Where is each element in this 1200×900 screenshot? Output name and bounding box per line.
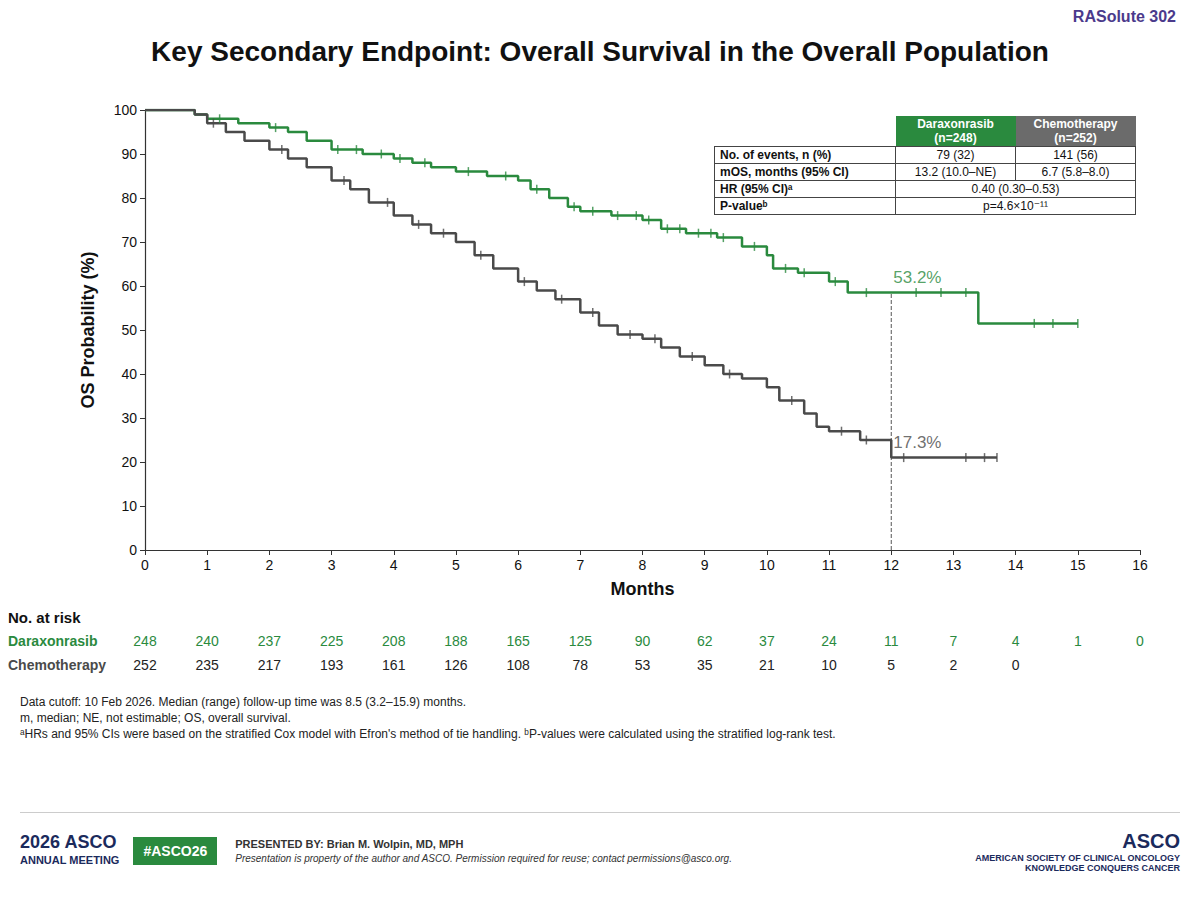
svg-text:16: 16 (1132, 557, 1148, 573)
svg-text:21: 21 (759, 657, 775, 673)
html-text:KNOWLEDGE CONQUERS CANCER: KNOWLEDGE CONQUERS CANCER (1025, 862, 1180, 873)
svg-text:0: 0 (141, 557, 149, 573)
svg-text:53.2%: 53.2% (893, 268, 941, 287)
svg-text:35: 35 (697, 657, 713, 673)
svg-text:225: 225 (320, 633, 344, 649)
svg-text:78: 78 (573, 657, 589, 673)
svg-text:7: 7 (576, 557, 584, 573)
html-text:P-valueᵇ: P-valueᵇ (720, 199, 768, 213)
svg-text:248: 248 (133, 633, 157, 649)
svg-text:60: 60 (121, 278, 137, 294)
html-text:2026 ASCO: 2026 ASCO (20, 832, 117, 852)
svg-text:50: 50 (121, 322, 137, 338)
svg-text:188: 188 (444, 633, 468, 649)
svg-text:70: 70 (121, 234, 137, 250)
svg-text:252: 252 (133, 657, 157, 673)
svg-text:1: 1 (1074, 633, 1082, 649)
svg-text:90: 90 (121, 146, 137, 162)
svg-text:237: 237 (258, 633, 282, 649)
svg-text:0: 0 (1136, 633, 1144, 649)
html-text:ANNUAL MEETING: ANNUAL MEETING (20, 854, 120, 866)
svg-text:53: 53 (635, 657, 651, 673)
svg-text:235: 235 (196, 657, 220, 673)
svg-text:15: 15 (1070, 557, 1086, 573)
svg-text:11: 11 (822, 557, 837, 573)
svg-text:0: 0 (129, 542, 137, 558)
svg-text:17.3%: 17.3% (893, 433, 941, 452)
html-text:m, median; NE, not estimable;: m, median; NE, not estimable; OS, overal… (20, 711, 291, 725)
svg-text:6: 6 (514, 557, 522, 573)
svg-text:125: 125 (569, 633, 593, 649)
svg-text:1: 1 (203, 557, 211, 573)
svg-text:208: 208 (382, 633, 406, 649)
svg-text:13: 13 (946, 557, 962, 573)
html-text:79 (32): 79 (32) (936, 148, 975, 162)
svg-text:12: 12 (883, 557, 899, 573)
svg-text:165: 165 (506, 633, 530, 649)
svg-text:40: 40 (121, 366, 137, 382)
svg-text:2: 2 (950, 657, 958, 673)
svg-text:No. at risk: No. at risk (8, 609, 81, 626)
html-text:PRESENTED BY: Brian M. Wolpin,: PRESENTED BY: Brian M. Wolpin, MD, MPH (235, 838, 464, 850)
html-text:141 (56): 141 (56) (1053, 148, 1098, 162)
html-text:Presentation is property of th: Presentation is property of the author a… (235, 853, 732, 864)
html-text:ᵃHRs and 95% CIs were based on: ᵃHRs and 95% CIs were based on the strat… (20, 727, 836, 741)
svg-text:5: 5 (887, 657, 895, 673)
svg-text:Daraxonrasib: Daraxonrasib (8, 633, 97, 649)
svg-text:8: 8 (639, 557, 647, 573)
svg-text:62: 62 (697, 633, 713, 649)
svg-text:Chemotherapy: Chemotherapy (8, 657, 106, 673)
svg-text:11: 11 (884, 633, 899, 649)
svg-text:20: 20 (121, 454, 137, 470)
svg-text:5: 5 (452, 557, 460, 573)
html-text:HR (95% CI)ᵃ: HR (95% CI)ᵃ (720, 182, 793, 196)
html-text:0.40 (0.30–0.53): 0.40 (0.30–0.53) (971, 182, 1060, 196)
svg-text:10: 10 (121, 498, 137, 514)
html-text:Daraxonrasib (n=248): Daraxonrasib (n=248) (917, 117, 994, 145)
svg-text:10: 10 (759, 557, 775, 573)
html-text:ASCO: ASCO (1122, 829, 1180, 852)
svg-text:9: 9 (701, 557, 709, 573)
html-text:RASolute 302: RASolute 302 (1072, 8, 1176, 25)
html-text:Chemotherapy (n=252): Chemotherapy (n=252) (1033, 117, 1118, 145)
html-text:mOS, months (95% CI): mOS, months (95% CI) (720, 165, 849, 179)
svg-text:3: 3 (328, 557, 336, 573)
svg-text:OS Probability (%): OS Probability (%) (78, 251, 98, 408)
svg-text:161: 161 (382, 657, 406, 673)
svg-text:4: 4 (390, 557, 398, 573)
svg-text:80: 80 (121, 190, 137, 206)
svg-text:7: 7 (950, 633, 958, 649)
svg-text:14: 14 (1008, 557, 1024, 573)
html-text:p=4.6×10⁻¹¹: p=4.6×10⁻¹¹ (983, 199, 1048, 213)
svg-text:240: 240 (196, 633, 220, 649)
svg-text:126: 126 (444, 657, 468, 673)
svg-text:100: 100 (114, 102, 138, 118)
svg-text:90: 90 (635, 633, 651, 649)
svg-text:30: 30 (121, 410, 137, 426)
html-text:No. of events, n (%): No. of events, n (%) (720, 148, 832, 162)
svg-text:10: 10 (821, 657, 837, 673)
svg-text:217: 217 (258, 657, 282, 673)
svg-text:193: 193 (320, 657, 344, 673)
html-text:Key Secondary Endpoint: Overal: Key Secondary Endpoint: Overall Survival… (151, 36, 1049, 67)
svg-text:108: 108 (506, 657, 530, 673)
svg-text:37: 37 (759, 633, 775, 649)
html-text:AMERICAN SOCIETY OF CLINICAL O: AMERICAN SOCIETY OF CLINICAL ONCOLOGY (975, 852, 1180, 863)
html-text:6.7 (5.8–8.0): 6.7 (5.8–8.0) (1041, 165, 1110, 179)
html-text:#ASCO26: #ASCO26 (143, 843, 208, 859)
svg-text:4: 4 (1012, 633, 1020, 649)
svg-text:2: 2 (265, 557, 273, 573)
svg-text:0: 0 (1012, 657, 1020, 673)
svg-text:Months: Months (611, 579, 675, 599)
html-text:Data cutoff: 10 Feb 2026. Medi: Data cutoff: 10 Feb 2026. Median (range)… (20, 695, 466, 709)
html-text:13.2 (10.0–NE): 13.2 (10.0–NE) (914, 165, 997, 179)
svg-text:24: 24 (821, 633, 837, 649)
